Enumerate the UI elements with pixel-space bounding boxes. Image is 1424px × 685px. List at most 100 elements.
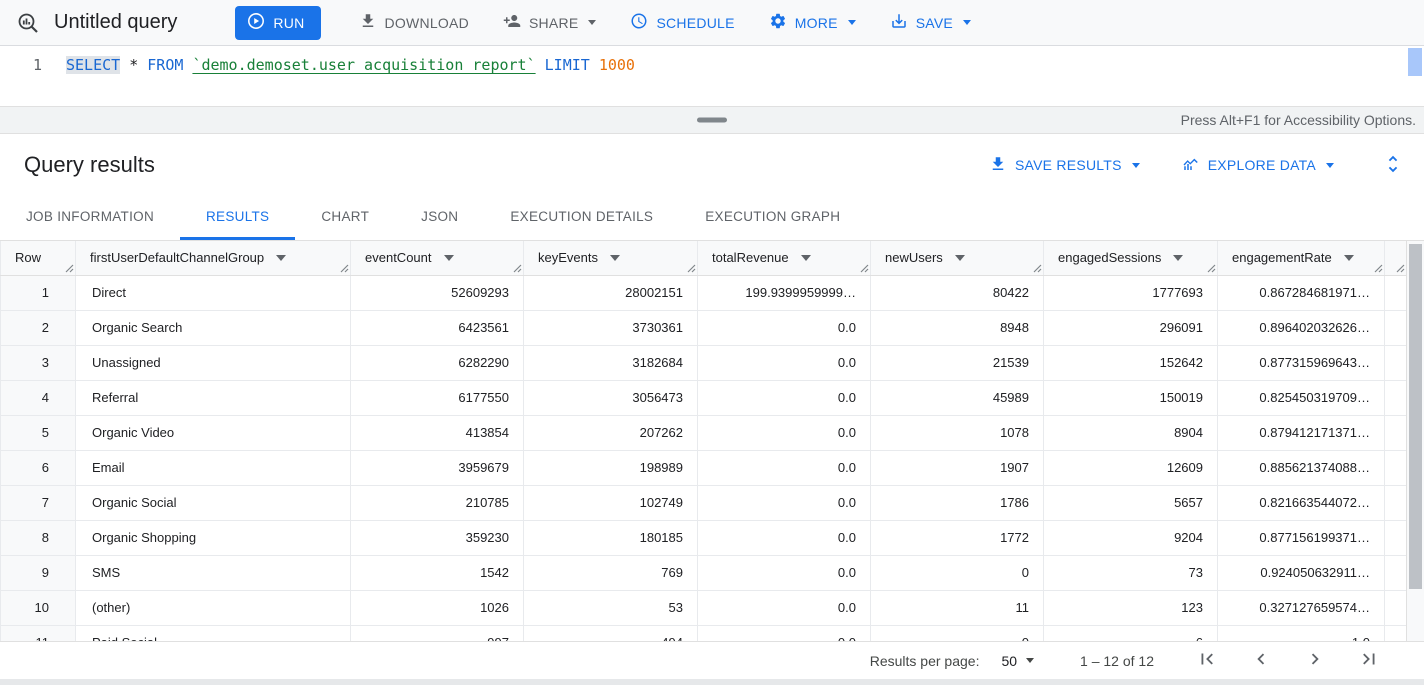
last-page-icon bbox=[1358, 648, 1380, 673]
last-page-button[interactable] bbox=[1358, 648, 1380, 673]
sort-menu-icon[interactable] bbox=[443, 254, 454, 261]
sql-editor[interactable]: 1 SELECT * FROM `demo.demoset.user_acqui… bbox=[0, 46, 1424, 106]
sort-menu-icon[interactable] bbox=[800, 254, 811, 261]
first-page-button[interactable] bbox=[1196, 648, 1218, 673]
column-header-keyEvents[interactable]: keyEvents bbox=[523, 241, 698, 276]
page-size-select[interactable]: 50 bbox=[1001, 652, 1035, 669]
column-header-engagedSessions[interactable]: engagedSessions bbox=[1043, 241, 1218, 276]
cell-eventCount: 52609293 bbox=[350, 275, 524, 311]
query-icon bbox=[16, 11, 40, 35]
tab-results[interactable]: RESULTS bbox=[180, 196, 296, 240]
cell-row: 5 bbox=[0, 415, 76, 451]
cell-newUsers: 80422 bbox=[870, 275, 1044, 311]
cell-row: 1 bbox=[0, 275, 76, 311]
cell-engagementRate: 0.879412171371… bbox=[1217, 415, 1385, 451]
vertical-scrollbar[interactable] bbox=[1406, 241, 1424, 641]
cell-spare bbox=[1384, 275, 1407, 311]
cell-keyEvents: 53 bbox=[523, 590, 698, 626]
table-row: 4 Referral 6177550 3056473 0.0 45989 150019 0.8… bbox=[0, 380, 1407, 416]
sort-menu-icon[interactable] bbox=[609, 254, 620, 261]
share-label: SHARE bbox=[528, 14, 579, 31]
download-label: DOWNLOAD bbox=[384, 14, 469, 31]
prev-page-button[interactable] bbox=[1250, 648, 1272, 673]
table-row: 10 (other) 1026 53 0.0 11 123 0.327127659574… bbox=[0, 590, 1407, 626]
cell-newUsers: 1772 bbox=[870, 520, 1044, 556]
cell-totalRevenue: 0.0 bbox=[697, 380, 871, 416]
cell-eventCount: 210785 bbox=[350, 485, 524, 521]
sort-menu-icon[interactable] bbox=[1173, 254, 1184, 261]
cell-engagedSessions: 12609 bbox=[1043, 450, 1218, 486]
more-button[interactable]: MORE bbox=[759, 6, 866, 40]
schedule-button[interactable]: SCHEDULE bbox=[620, 6, 744, 40]
cell-eventCount: 997 bbox=[350, 625, 524, 641]
run-button[interactable]: RUN bbox=[235, 5, 321, 40]
download-icon bbox=[359, 12, 377, 33]
query-title: Untitled query bbox=[54, 11, 178, 33]
sort-menu-icon[interactable] bbox=[954, 254, 965, 261]
sort-menu-icon[interactable] bbox=[1343, 254, 1354, 261]
chevron-down-icon bbox=[588, 20, 597, 25]
table-row: 5 Organic Video 413854 207262 0.0 1078 8904 0.8… bbox=[0, 415, 1407, 451]
cell-totalRevenue: 0.0 bbox=[697, 485, 871, 521]
splitter-drag-handle[interactable] bbox=[697, 117, 727, 123]
table-row: 8 Organic Shopping 359230 180185 0.0 1772 9204… bbox=[0, 520, 1407, 556]
tab-chart[interactable]: CHART bbox=[295, 196, 395, 240]
cell-engagedSessions: 1777693 bbox=[1043, 275, 1218, 311]
cell-row: 10 bbox=[0, 590, 76, 626]
share-button[interactable]: SHARE bbox=[493, 6, 606, 40]
sort-menu-icon[interactable] bbox=[276, 254, 287, 261]
page-size-value: 50 bbox=[1001, 652, 1018, 669]
column-header-totalRevenue[interactable]: totalRevenue bbox=[697, 241, 871, 276]
line-number: 1 bbox=[32, 56, 42, 74]
cell-keyEvents: 3182684 bbox=[523, 345, 698, 381]
cell-engagedSessions: 152642 bbox=[1043, 345, 1218, 381]
run-label: RUN bbox=[273, 14, 305, 31]
column-header-eventCount[interactable]: eventCount bbox=[350, 241, 524, 276]
cell-spare bbox=[1384, 415, 1407, 451]
cell-spare bbox=[1384, 520, 1407, 556]
results-table-area: Row firstUserDefaultChannelGroup eventCoun… bbox=[0, 241, 1424, 641]
cell-channel: Unassigned bbox=[75, 345, 351, 381]
tab-job-information[interactable]: JOB INFORMATION bbox=[0, 196, 180, 240]
column-header-engagementRate[interactable]: engagementRate bbox=[1217, 241, 1385, 276]
explore-data-button[interactable]: EXPLORE DATA bbox=[1174, 147, 1342, 183]
unfold-more-icon bbox=[1382, 153, 1404, 178]
chevron-down-icon bbox=[1131, 162, 1140, 168]
cell-totalRevenue: 0.0 bbox=[697, 450, 871, 486]
pagination-controls bbox=[1196, 648, 1380, 673]
vertical-scrollbar-thumb[interactable] bbox=[1409, 244, 1422, 589]
next-page-button[interactable] bbox=[1304, 648, 1326, 673]
cell-keyEvents: 198989 bbox=[523, 450, 698, 486]
cell-channel: Organic Social bbox=[75, 485, 351, 521]
cell-row: 9 bbox=[0, 555, 76, 591]
download-button[interactable]: DOWNLOAD bbox=[349, 6, 479, 40]
column-header-channel[interactable]: firstUserDefaultChannelGroup bbox=[75, 241, 351, 276]
cell-channel: SMS bbox=[75, 555, 351, 591]
table-row: 9 SMS 1542 769 0.0 0 73 0.924050632911… bbox=[0, 555, 1407, 591]
horizontal-scrollbar[interactable] bbox=[0, 679, 1424, 685]
editor-scrollbar-thumb[interactable] bbox=[1408, 48, 1422, 76]
tab-execution-details[interactable]: EXECUTION DETAILS bbox=[484, 196, 679, 240]
explore-data-label: EXPLORE DATA bbox=[1207, 157, 1316, 173]
cell-engagementRate: 0.924050632911… bbox=[1217, 555, 1385, 591]
cell-newUsers: 11 bbox=[870, 590, 1044, 626]
tab-json[interactable]: JSON bbox=[395, 196, 484, 240]
tab-execution-graph[interactable]: EXECUTION GRAPH bbox=[679, 196, 866, 240]
column-header-newUsers[interactable]: newUsers bbox=[870, 241, 1044, 276]
chevron-down-icon bbox=[1326, 162, 1334, 168]
cell-totalRevenue: 0.0 bbox=[697, 415, 871, 451]
download-icon bbox=[989, 155, 1007, 176]
save-button[interactable]: SAVE bbox=[880, 6, 981, 40]
chevron-down-icon bbox=[1026, 658, 1035, 663]
cell-spare bbox=[1384, 485, 1407, 521]
cell-totalRevenue: 0.0 bbox=[697, 310, 871, 346]
table-header-row: Row firstUserDefaultChannelGroup eventCoun… bbox=[0, 241, 1407, 276]
collapse-results-button[interactable] bbox=[1382, 153, 1404, 178]
cell-totalRevenue: 0.0 bbox=[697, 625, 871, 641]
cell-channel: Referral bbox=[75, 380, 351, 416]
cell-eventCount: 359230 bbox=[350, 520, 524, 556]
chevron-down-icon bbox=[847, 20, 856, 25]
save-results-button[interactable]: SAVE RESULTS bbox=[981, 147, 1148, 183]
results-per-page-label: Results per page: bbox=[869, 652, 980, 669]
chevron-left-icon bbox=[1250, 648, 1272, 673]
